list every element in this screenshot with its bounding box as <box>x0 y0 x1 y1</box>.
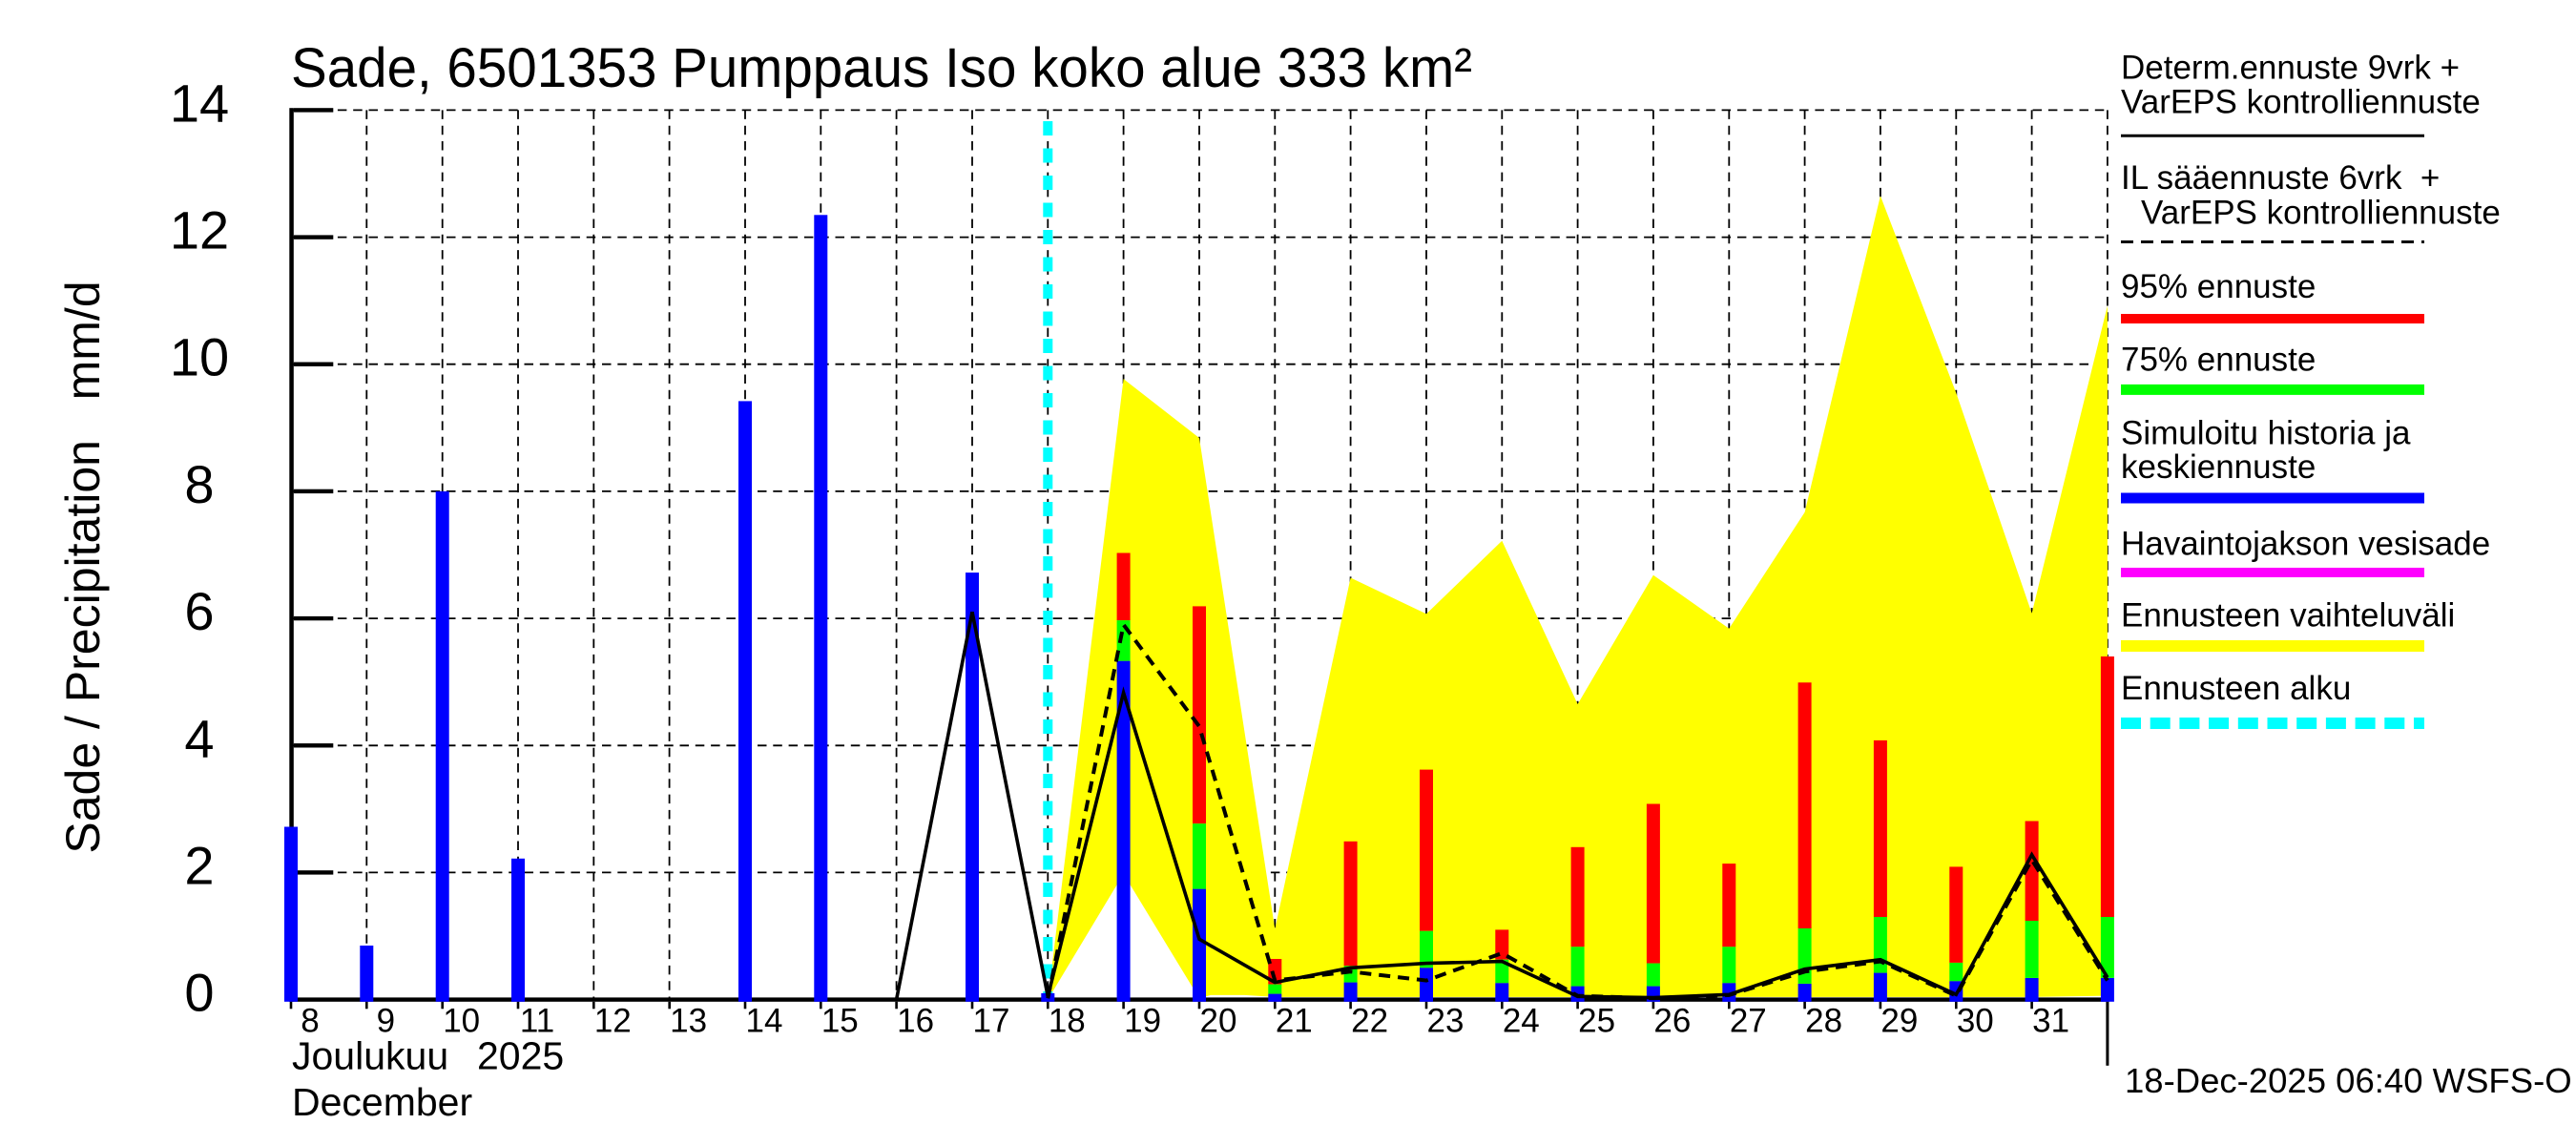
svg-text:Simuloitu historia ja: Simuloitu historia ja <box>2121 415 2411 452</box>
svg-text:12: 12 <box>170 200 229 260</box>
svg-text:2: 2 <box>184 835 214 895</box>
svg-text:26: 26 <box>1653 1003 1691 1040</box>
svg-text:VarEPS kontrolliennuste: VarEPS kontrolliennuste <box>2141 195 2501 232</box>
svg-text:27: 27 <box>1730 1003 1767 1040</box>
svg-text:Ennusteen alku: Ennusteen alku <box>2121 670 2351 707</box>
svg-text:Joulukuu: Joulukuu <box>292 1033 448 1077</box>
svg-text:Ennusteen vaihteluväli: Ennusteen vaihteluväli <box>2121 596 2455 634</box>
svg-text:2025: 2025 <box>477 1033 564 1077</box>
svg-text:keskiennuste: keskiennuste <box>2121 448 2316 486</box>
svg-text:8: 8 <box>184 454 214 514</box>
svg-text:28: 28 <box>1805 1003 1842 1040</box>
svg-text:6: 6 <box>184 581 214 641</box>
svg-text:12: 12 <box>594 1003 632 1040</box>
svg-text:95% ennuste: 95% ennuste <box>2121 268 2316 305</box>
svg-text:Sade, 6501353 Pumppaus Iso kok: Sade, 6501353 Pumppaus Iso koko alue 333… <box>291 37 1472 99</box>
svg-text:19: 19 <box>1124 1003 1161 1040</box>
svg-text:13: 13 <box>670 1003 707 1040</box>
svg-text:11: 11 <box>520 1003 554 1040</box>
svg-text:18-Dec-2025 06:40 WSFS-O: 18-Dec-2025 06:40 WSFS-O <box>2125 1061 2572 1100</box>
svg-text:8: 8 <box>301 1003 319 1040</box>
svg-text:10: 10 <box>170 327 229 387</box>
svg-text:14: 14 <box>746 1003 783 1040</box>
svg-text:17: 17 <box>973 1003 1010 1040</box>
svg-text:23: 23 <box>1427 1003 1465 1040</box>
svg-text:Determ.ennuste 9vrk +: Determ.ennuste 9vrk + <box>2121 50 2460 87</box>
svg-text:VarEPS kontrolliennuste: VarEPS kontrolliennuste <box>2121 84 2481 121</box>
svg-text:22: 22 <box>1351 1003 1388 1040</box>
svg-text:30: 30 <box>1957 1003 1994 1040</box>
svg-text:31: 31 <box>2032 1003 2069 1040</box>
svg-text:0: 0 <box>184 963 214 1023</box>
svg-text:75% ennuste: 75% ennuste <box>2121 341 2316 378</box>
svg-text:IL sääennuste 6vrk +: IL sääennuste 6vrk + <box>2121 159 2440 197</box>
svg-text:4: 4 <box>184 708 214 768</box>
svg-text:December: December <box>292 1080 472 1124</box>
svg-text:24: 24 <box>1503 1003 1540 1040</box>
svg-text:25: 25 <box>1578 1003 1615 1040</box>
svg-text:Sade / Precipitation mm/d: Sade / Precipitation mm/d <box>56 281 110 853</box>
svg-text:20: 20 <box>1200 1003 1237 1040</box>
svg-text:15: 15 <box>821 1003 859 1040</box>
svg-text:16: 16 <box>897 1003 934 1040</box>
svg-text:29: 29 <box>1880 1003 1918 1040</box>
svg-text:14: 14 <box>170 73 229 133</box>
svg-text:18: 18 <box>1049 1003 1086 1040</box>
svg-text:21: 21 <box>1276 1003 1313 1040</box>
svg-text:Havaintojakson vesisade: Havaintojakson vesisade <box>2121 526 2490 563</box>
svg-text:10: 10 <box>443 1003 480 1040</box>
svg-text:9: 9 <box>377 1003 395 1040</box>
